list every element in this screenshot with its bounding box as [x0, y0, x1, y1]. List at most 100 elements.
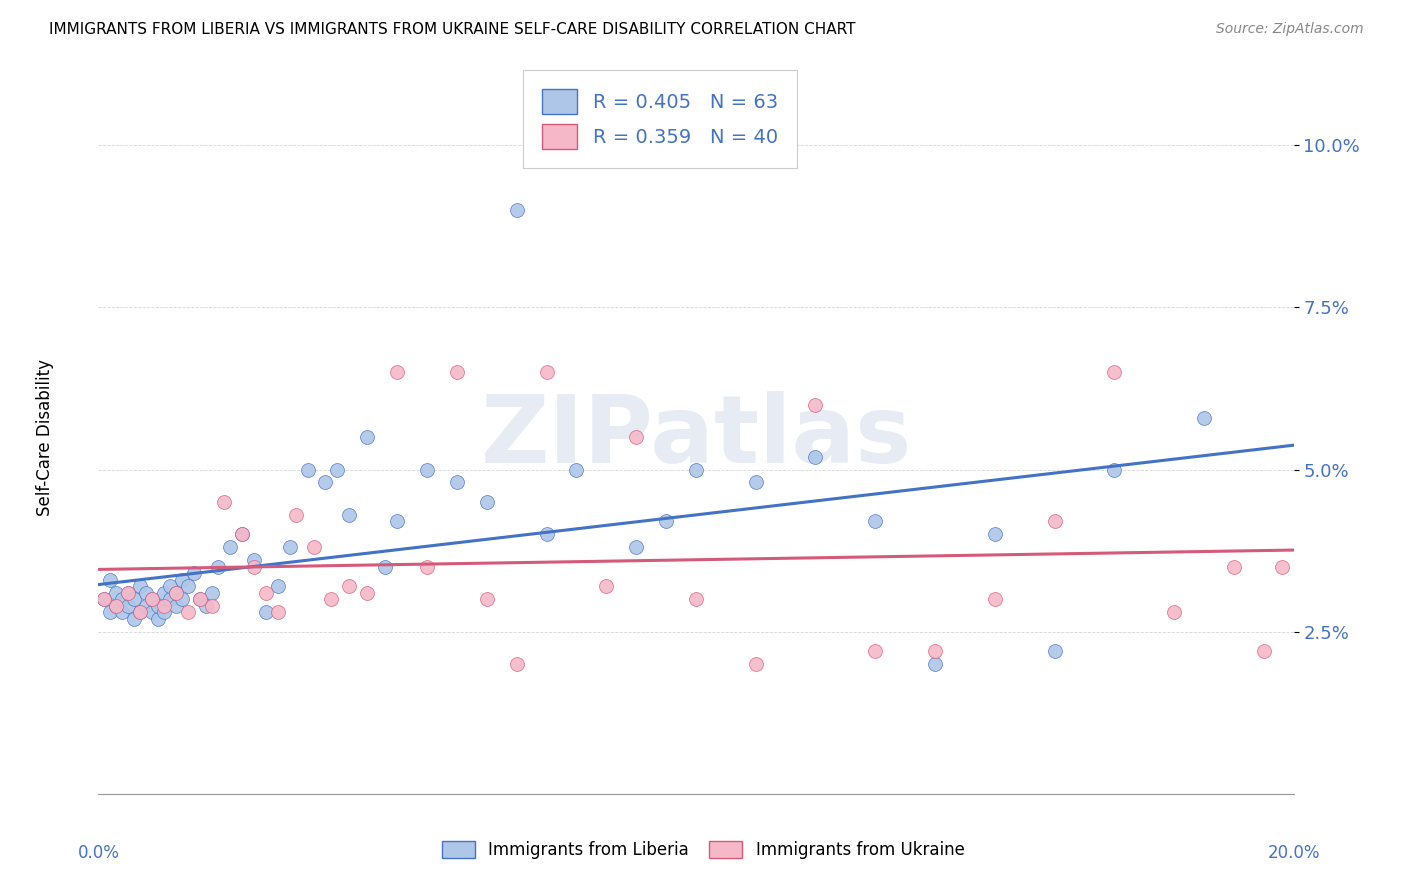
Point [475, 592, 498, 607]
Point [177, 605, 200, 619]
Point [302, 541, 325, 555]
Point [141, 592, 163, 607]
Point [745, 475, 768, 490]
Point [105, 599, 128, 613]
Point [536, 527, 558, 541]
Text: 0.0%: 0.0% [77, 844, 120, 862]
Point [129, 579, 152, 593]
Point [243, 559, 266, 574]
Point [416, 559, 439, 574]
Point [231, 527, 253, 541]
Point [153, 599, 176, 613]
Point [416, 462, 439, 476]
Point [153, 605, 176, 619]
Point [385, 365, 409, 379]
Point [219, 541, 242, 555]
Point [356, 430, 378, 444]
Point [278, 541, 301, 555]
Point [177, 579, 200, 593]
Point [105, 586, 128, 600]
Point [685, 592, 707, 607]
Point [93, 592, 115, 607]
Point [183, 566, 205, 581]
Point [231, 527, 253, 541]
Point [195, 599, 218, 613]
Point [924, 644, 946, 658]
Point [1192, 410, 1215, 425]
Point [865, 515, 887, 529]
Point [685, 462, 707, 476]
Text: IMMIGRANTS FROM LIBERIA VS IMMIGRANTS FROM UKRAINE SELF-CARE DISABILITY CORRELAT: IMMIGRANTS FROM LIBERIA VS IMMIGRANTS FR… [49, 22, 856, 37]
Point [315, 475, 337, 490]
Point [165, 586, 187, 600]
Point [475, 495, 498, 509]
Point [148, 599, 170, 613]
Point [267, 605, 290, 619]
Point [326, 462, 349, 476]
Point [153, 586, 176, 600]
Point [129, 605, 152, 619]
Point [595, 579, 617, 593]
Point [141, 592, 163, 607]
Point [655, 515, 678, 529]
Point [165, 599, 187, 613]
Point [188, 592, 211, 607]
Point [506, 657, 529, 672]
Point [117, 599, 139, 613]
Point [297, 462, 319, 476]
Point [254, 586, 277, 600]
Point [1104, 462, 1126, 476]
Point [254, 605, 277, 619]
Point [117, 586, 139, 600]
Text: ZIPatlas: ZIPatlas [481, 391, 911, 483]
Point [1223, 559, 1246, 574]
Point [135, 599, 157, 613]
Point [129, 605, 152, 619]
Point [745, 657, 768, 672]
Point [1043, 644, 1066, 658]
Point [117, 586, 139, 600]
Point [172, 592, 194, 607]
Point [284, 508, 307, 522]
Point [1104, 365, 1126, 379]
Legend: R = 0.405   N = 63, R = 0.359   N = 40: R = 0.405 N = 63, R = 0.359 N = 40 [529, 76, 792, 162]
Point [865, 644, 887, 658]
Point [446, 475, 468, 490]
Point [207, 559, 229, 574]
Point [626, 541, 648, 555]
Legend: Immigrants from Liberia, Immigrants from Ukraine: Immigrants from Liberia, Immigrants from… [434, 834, 972, 866]
Point [98, 573, 122, 587]
Point [124, 592, 146, 607]
Point [1253, 644, 1275, 658]
Point [93, 592, 115, 607]
Point [201, 599, 224, 613]
Point [98, 605, 122, 619]
Point [1043, 515, 1066, 529]
Point [339, 579, 361, 593]
Point [172, 573, 194, 587]
Point [984, 527, 1007, 541]
Point [626, 430, 648, 444]
Point [536, 365, 558, 379]
Point [321, 592, 343, 607]
Point [374, 559, 396, 574]
Point [984, 592, 1007, 607]
Point [165, 586, 187, 600]
Point [339, 508, 361, 522]
Point [105, 599, 128, 613]
Point [148, 612, 170, 626]
Text: Self-Care Disability: Self-Care Disability [35, 359, 53, 516]
Text: 20.0%: 20.0% [1267, 844, 1320, 862]
Point [111, 592, 134, 607]
Point [506, 202, 529, 217]
Point [804, 450, 827, 464]
Point [159, 579, 181, 593]
Point [804, 398, 827, 412]
Point [141, 605, 163, 619]
Point [1163, 605, 1185, 619]
Point [135, 586, 157, 600]
Text: Source: ZipAtlas.com: Source: ZipAtlas.com [1216, 22, 1364, 37]
Point [124, 612, 146, 626]
Point [1271, 559, 1294, 574]
Point [565, 462, 588, 476]
